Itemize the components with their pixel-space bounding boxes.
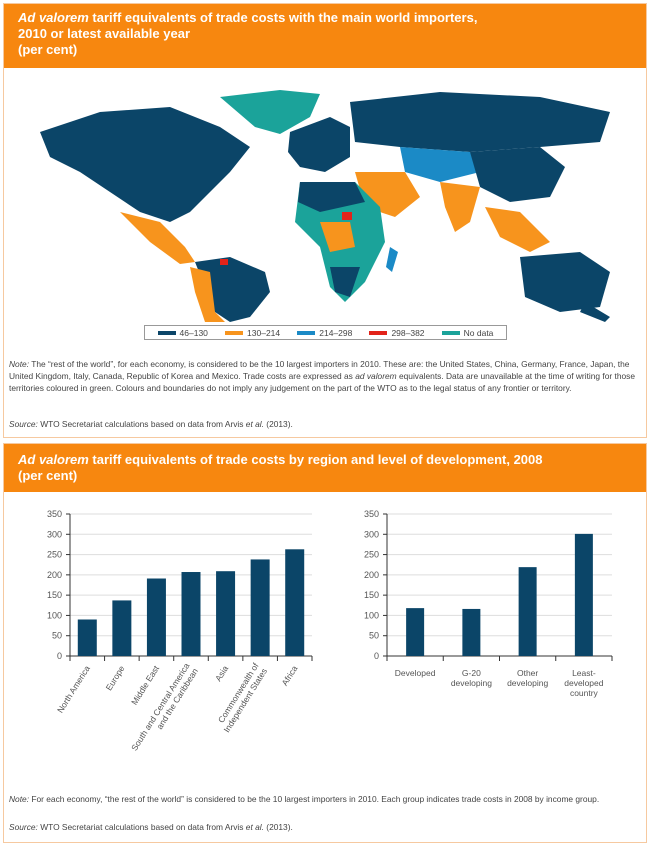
y-tick-label: 350 — [364, 509, 379, 519]
x-tick-label: Least- — [572, 668, 596, 678]
y-tick-label: 250 — [47, 550, 62, 560]
y-tick-label: 150 — [364, 590, 379, 600]
legend-item: No data — [441, 327, 494, 338]
bar-panel-title: Ad valorem tariff equivalents of trade c… — [4, 444, 646, 492]
bar-developed — [406, 608, 425, 656]
y-tick-label: 200 — [364, 570, 379, 580]
title-line2: 2010 or latest available year — [18, 26, 191, 41]
legend-label: 46–130 — [179, 327, 208, 338]
y-tick-label: 300 — [47, 529, 62, 539]
y-tick-label: 350 — [47, 509, 62, 519]
bar-north-america — [77, 619, 97, 656]
x-tick-label: developing — [451, 678, 492, 688]
x-tick-label: Asia — [213, 664, 230, 684]
bar-least-developed-country — [574, 533, 593, 656]
legend-item: 46–130 — [157, 327, 208, 338]
y-tick-label: 0 — [374, 651, 379, 661]
source-italic: et al. — [245, 822, 264, 832]
legend-label: 214–298 — [319, 327, 353, 338]
legend-label: 130–214 — [247, 327, 281, 338]
x-tick-label: developed — [564, 678, 604, 688]
legend-item: 298–382 — [369, 327, 425, 338]
x-tick-label: country — [570, 688, 599, 698]
x-tick-label: Other — [517, 668, 538, 678]
y-tick-label: 200 — [47, 570, 62, 580]
legend-item: 130–214 — [225, 328, 280, 338]
map-note: Note: The “rest of the world”, for each … — [9, 358, 641, 394]
map-panel-title: Ad valorem tariff equivalents of trade c… — [4, 4, 646, 68]
x-tick-label: Developed — [395, 668, 436, 678]
legend-item: 214–298 — [297, 328, 352, 338]
note-label: Note: — [9, 794, 30, 804]
source-text: WTO Secretariat calculations based on da… — [37, 822, 246, 832]
bar-source: Source: WTO Secretariat calculations bas… — [9, 821, 641, 833]
bar-middle-east — [146, 578, 166, 656]
title-italic: Ad valorem — [18, 10, 89, 25]
y-tick-label: 100 — [47, 610, 62, 620]
legend-swatch — [225, 330, 244, 335]
source-text-2: (2013). — [263, 419, 293, 429]
title-italic: Ad valorem — [18, 452, 89, 467]
x-tick-label: G-20 — [462, 668, 481, 678]
source-text-2: (2013). — [263, 822, 293, 832]
legend-label: No data — [463, 327, 494, 338]
note-text-2: equivalents. Data are unavailable at the… — [9, 371, 635, 393]
map-source: Source: WTO Secretariat calculations bas… — [9, 418, 641, 430]
note-text: The “rest of the world”, for each econom… — [9, 359, 630, 381]
y-tick-label: 300 — [364, 529, 379, 539]
x-tick-label: South and Central Americaand the Caribbe… — [129, 661, 200, 758]
source-text: WTO Secretariat calculations based on da… — [37, 419, 246, 429]
source-label: Source: — [9, 822, 38, 832]
bar-other-developing — [518, 567, 537, 656]
bar-note: Note: For each economy, “the rest of the… — [9, 793, 641, 805]
bar-south-and-central-america-and-the-caribbean — [181, 572, 201, 656]
y-tick-label: 150 — [47, 590, 62, 600]
x-tick-label: Africa — [279, 664, 299, 688]
title-text: tariff equivalents of trade costs by reg… — [88, 452, 543, 467]
x-tick-label: North America — [55, 664, 92, 715]
legend-swatch — [441, 330, 460, 335]
bar-europe — [112, 600, 132, 656]
source-label: Source: — [9, 419, 38, 429]
x-tick-label: Middle East — [129, 663, 161, 707]
title-unit: (per cent) — [18, 42, 78, 57]
bar-g-20-developing — [462, 608, 481, 656]
y-tick-label: 50 — [369, 631, 379, 641]
legend-swatch — [157, 330, 176, 335]
bar-africa — [285, 549, 305, 656]
legend-swatch — [369, 330, 388, 335]
bar-commonwealth-of-independent-states — [250, 559, 270, 656]
title-text: tariff equivalents of trade costs with t… — [88, 10, 478, 25]
x-tick-label: developing — [507, 678, 548, 688]
legend-swatch — [297, 330, 316, 335]
y-tick-label: 100 — [364, 610, 379, 620]
legend-label: 298–382 — [391, 327, 425, 338]
title-unit: (per cent) — [18, 468, 78, 483]
bar-panel: Ad valorem tariff equivalents of trade c… — [3, 443, 647, 843]
y-tick-label: 250 — [364, 550, 379, 560]
map-legend: 46–130 130–214 214–298 298–382 No data — [144, 325, 507, 340]
note-italic: ad valorem — [355, 371, 397, 381]
bar-asia — [216, 571, 236, 656]
world-map — [40, 90, 610, 322]
note-text: For each economy, “the rest of the world… — [29, 794, 600, 804]
source-italic: et al. — [245, 419, 264, 429]
y-tick-label: 50 — [52, 631, 62, 641]
map-panel: Ad valorem tariff equivalents of trade c… — [3, 3, 647, 438]
y-tick-label: 0 — [57, 651, 62, 661]
note-label: Note: — [9, 359, 30, 369]
x-tick-label: Europe — [104, 664, 127, 693]
